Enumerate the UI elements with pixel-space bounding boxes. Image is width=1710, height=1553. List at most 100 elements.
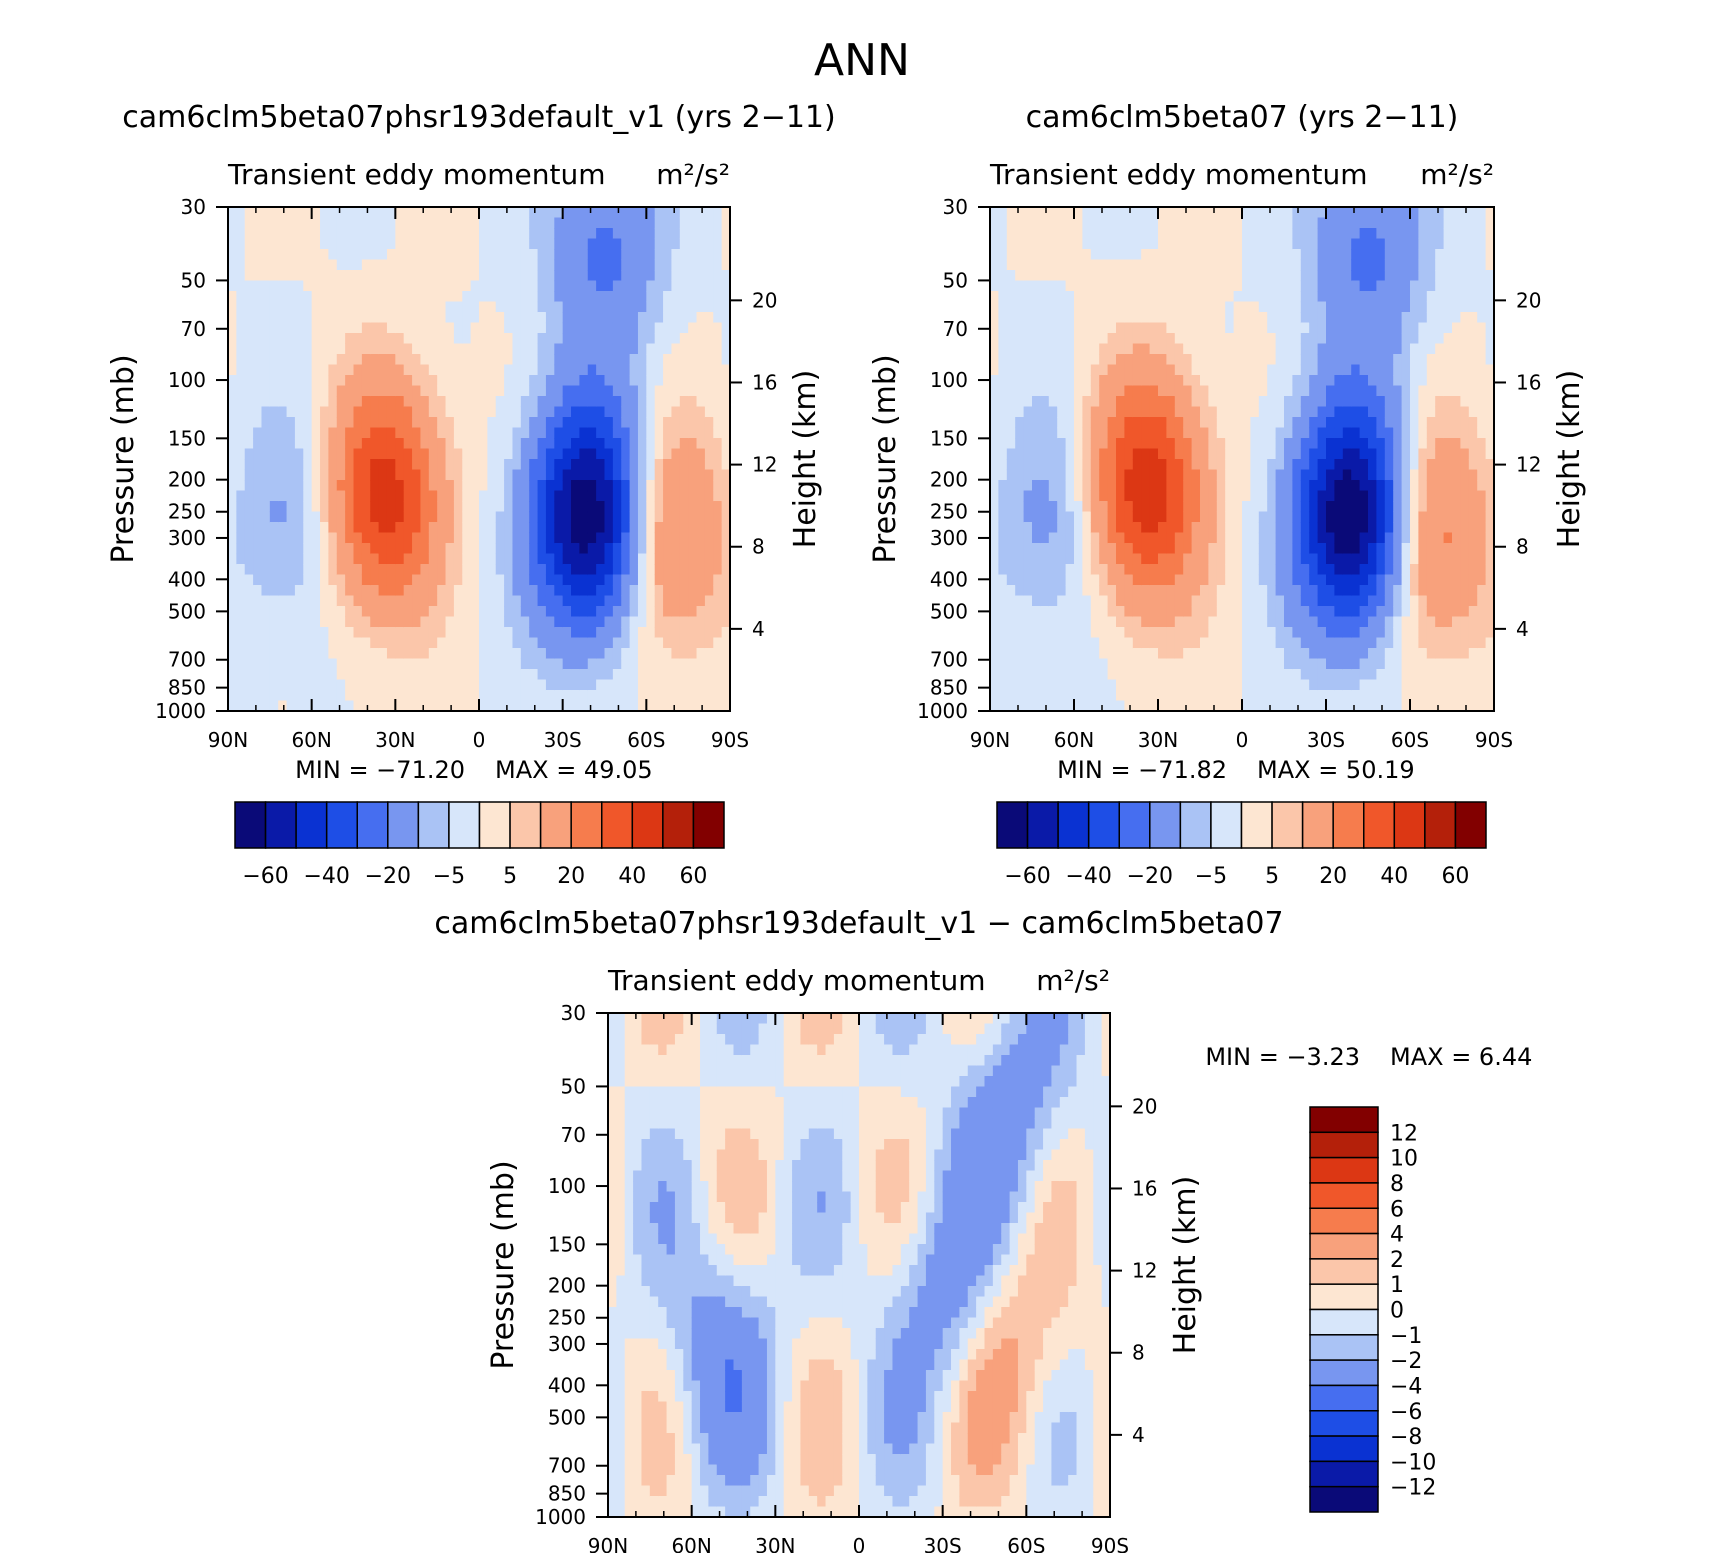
field-cell <box>253 259 263 271</box>
field-cell <box>713 648 723 660</box>
field-cell <box>1242 228 1251 240</box>
field-cell <box>621 312 631 324</box>
field-cell <box>1057 259 1067 271</box>
field-cell <box>704 490 714 502</box>
field-cell <box>1032 270 1041 282</box>
field-cell <box>253 312 263 324</box>
field-cell <box>244 459 254 471</box>
field-cell <box>562 669 572 681</box>
field-cell <box>386 280 396 292</box>
field-cell <box>1275 312 1285 324</box>
field-cell <box>1023 354 1033 366</box>
field-cell <box>1023 627 1033 639</box>
field-cell <box>236 595 246 607</box>
field-cell <box>353 417 363 429</box>
field-cell <box>604 669 614 681</box>
chart-panel-1: 90N 60N 30N 0 30S 60S 90S305070100150200250300… <box>106 100 836 889</box>
field-cell <box>571 364 580 376</box>
field-cell <box>520 217 530 229</box>
field-cell <box>621 606 631 618</box>
field-cell <box>1023 228 1033 240</box>
field-cell <box>646 207 656 219</box>
field-cell <box>637 438 647 450</box>
field-cell <box>1216 312 1226 324</box>
field-cell <box>1284 532 1293 544</box>
field-cell <box>453 480 463 492</box>
colorbar-box <box>601 801 634 849</box>
field-cell <box>545 259 555 271</box>
field-cell <box>1099 543 1109 555</box>
field-cell <box>1183 637 1193 649</box>
field-cell <box>721 543 731 555</box>
field-cell <box>1200 291 1209 303</box>
field-cell <box>495 511 505 523</box>
field-cell <box>646 448 656 460</box>
field-cell <box>545 501 555 513</box>
field-cell <box>445 354 455 366</box>
field-cell <box>1158 648 1167 660</box>
field-cell <box>1300 385 1310 397</box>
field-cell <box>1174 522 1184 534</box>
field-cell <box>604 553 614 565</box>
field-cell <box>437 616 447 628</box>
field-cell <box>253 511 263 523</box>
field-cell <box>236 564 246 576</box>
field-cell <box>1292 658 1302 670</box>
field-cell <box>370 564 380 576</box>
field-cell <box>328 249 338 261</box>
field-cell <box>1292 574 1302 586</box>
field-cell <box>244 480 254 492</box>
field-cell <box>990 385 999 397</box>
field-cell <box>520 637 530 649</box>
field-cell <box>1174 553 1184 565</box>
field-cell <box>612 648 622 660</box>
field-cell <box>386 522 396 534</box>
field-cell <box>596 301 606 313</box>
y-tick-label: 700 <box>168 648 206 672</box>
field-cell <box>1267 679 1277 691</box>
field-cell <box>1166 469 1176 481</box>
field-cell <box>529 616 539 628</box>
field-cell <box>286 543 296 555</box>
field-cell <box>1309 511 1319 523</box>
field-cell <box>445 543 455 555</box>
field-cell <box>228 438 237 450</box>
field-cell <box>679 396 689 408</box>
field-cell <box>428 658 438 670</box>
field-cell <box>679 469 689 481</box>
field-cell <box>403 427 413 439</box>
field-cell <box>696 322 706 334</box>
field-cell <box>612 700 622 712</box>
field-cell <box>462 522 472 534</box>
field-cell <box>679 606 689 618</box>
field-cell <box>1032 333 1041 345</box>
field-cell <box>1057 364 1067 376</box>
field-cell <box>1242 406 1251 418</box>
field-cell <box>1191 448 1201 460</box>
field-cell <box>1090 448 1100 460</box>
field-cell <box>1074 427 1083 439</box>
field-cell <box>336 427 346 439</box>
field-cell <box>1048 543 1058 555</box>
field-cell <box>303 427 313 439</box>
field-cell <box>587 322 597 334</box>
field-cell <box>529 469 539 481</box>
field-cell <box>529 217 539 229</box>
field-cell <box>629 417 639 429</box>
field-cell <box>487 690 497 702</box>
field-cell <box>228 648 237 660</box>
field-cell <box>1233 564 1243 576</box>
field-cell <box>445 490 455 502</box>
field-cell <box>671 627 681 639</box>
field-cell <box>1149 427 1159 439</box>
field-cell <box>587 270 597 282</box>
field-cell <box>671 490 681 502</box>
field-cell <box>1191 259 1201 271</box>
field-cell <box>269 511 279 523</box>
field-cell <box>428 700 438 712</box>
field-cell <box>236 448 246 460</box>
field-cell <box>604 585 614 597</box>
field-cell <box>1300 700 1310 712</box>
field-cell <box>990 280 999 292</box>
field-cell <box>1015 459 1025 471</box>
